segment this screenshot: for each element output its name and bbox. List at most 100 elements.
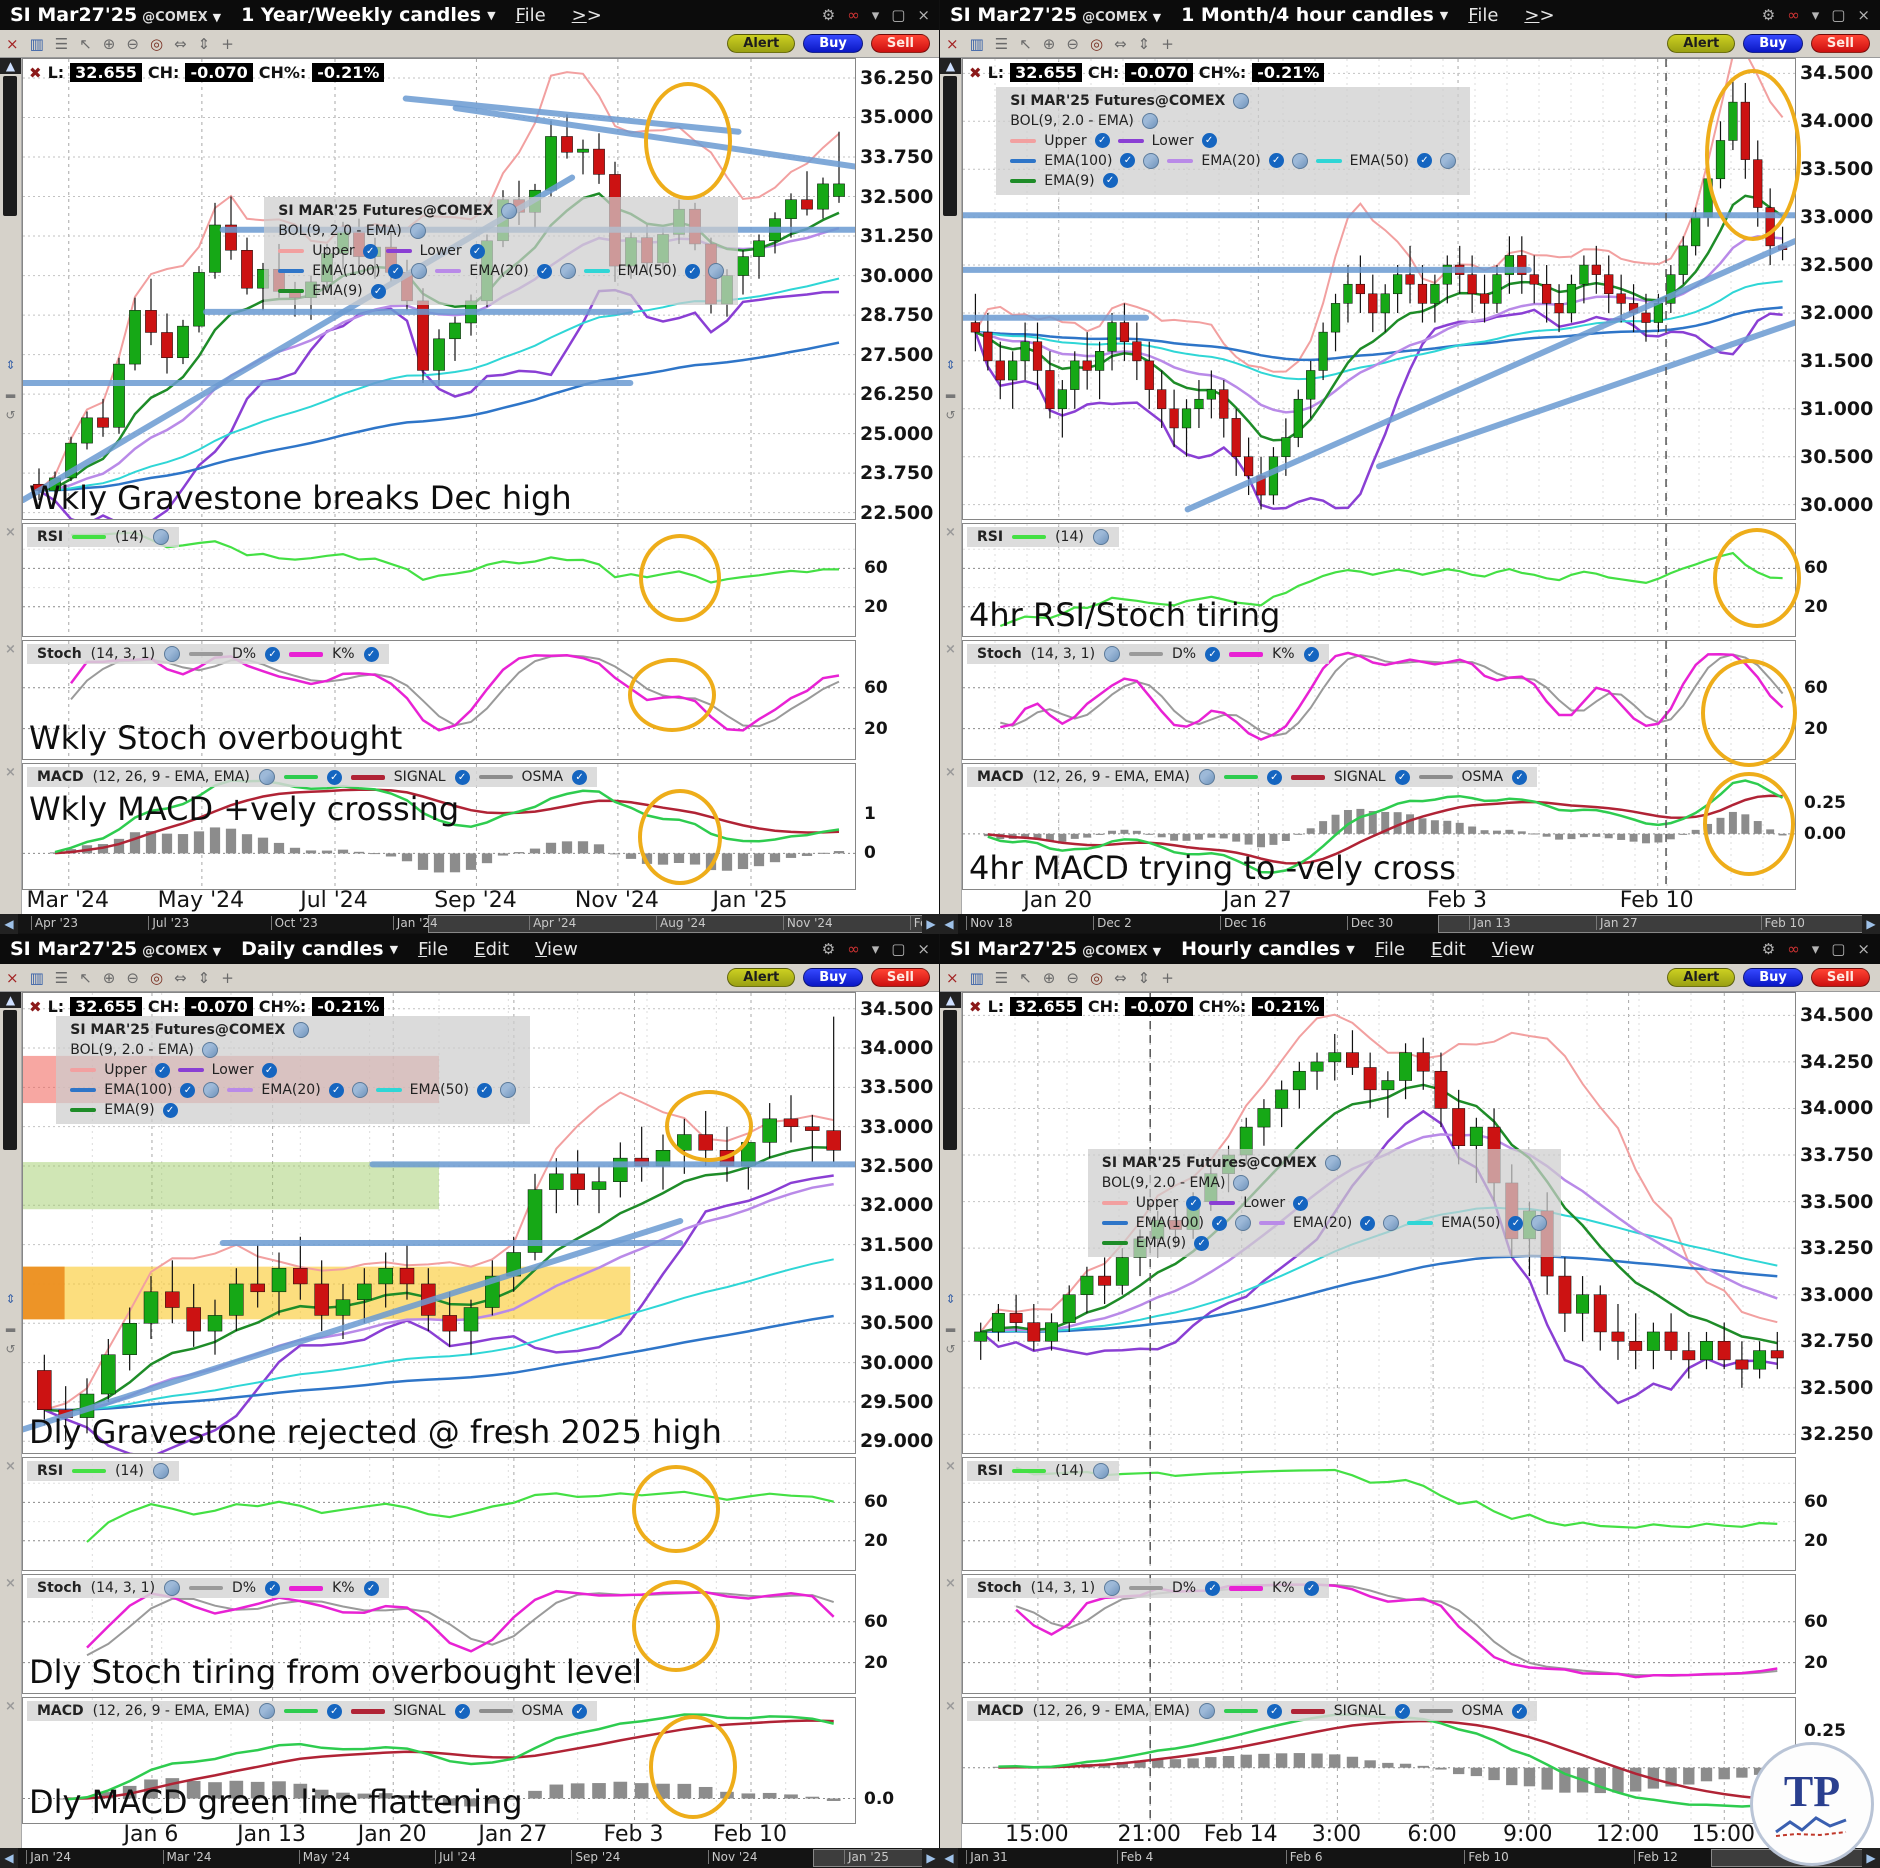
globe-icon[interactable] (1233, 92, 1250, 109)
macd-line-checkbox[interactable]: ✓ (1266, 769, 1282, 785)
ema20-checkbox[interactable]: ✓ (1360, 1215, 1376, 1231)
scroll-right-button[interactable]: ▶ (922, 914, 940, 934)
ema100-checkbox[interactable]: ✓ (1211, 1215, 1227, 1231)
close-window-icon[interactable]: × (1857, 6, 1870, 24)
time-scrollbar[interactable]: ◀ ▶ Jan 31 Feb 4 Feb 6 Feb 10 Feb 12 (940, 1848, 1880, 1868)
globe-icon[interactable] (1439, 152, 1456, 169)
ema50-checkbox[interactable]: ✓ (684, 263, 700, 279)
macd-signal-checkbox[interactable]: ✓ (1394, 1703, 1410, 1719)
crosshair-target-icon[interactable]: ◎ (149, 34, 164, 53)
close-rsi-icon[interactable]: × (945, 525, 956, 540)
macd-osma-checkbox[interactable]: ✓ (572, 769, 588, 785)
stoch-panel[interactable]: Stoch (14, 3, 1) D% ✓ K% ✓ (962, 640, 1798, 768)
close-chart-icon[interactable]: × (6, 968, 19, 987)
close-stoch-icon[interactable]: × (5, 1576, 16, 1591)
globe-icon[interactable] (1104, 1580, 1121, 1596)
menu-view[interactable]: View (1491, 938, 1535, 960)
bar-style-icon[interactable]: ☰ (54, 968, 69, 987)
zoom-in-icon[interactable]: ⊕ (1042, 34, 1056, 53)
ema9-checkbox[interactable]: ✓ (1102, 173, 1118, 189)
menu-[interactable]: >> (1524, 4, 1555, 26)
globe-icon[interactable] (1141, 112, 1158, 129)
pointer-tool-icon[interactable]: ↖ (1019, 34, 1032, 53)
crosshair-target-icon[interactable]: ◎ (149, 968, 164, 987)
lower-band-checkbox[interactable]: ✓ (469, 243, 485, 259)
globe-icon[interactable] (203, 1082, 220, 1098)
stoch-panel[interactable]: Stoch (14, 3, 1) D% ✓ K% ✓ (962, 1574, 1796, 1694)
pan-horizontal-icon[interactable]: ⇔ (174, 34, 187, 53)
pan-vertical-icon[interactable]: ⇕ (197, 968, 211, 987)
volume-meter-icon[interactable]: ▂ (5, 1318, 16, 1332)
pointer-tool-icon[interactable]: ↖ (79, 34, 92, 53)
ema9-checkbox[interactable]: ✓ (370, 283, 386, 299)
settings-gear-icon[interactable]: ⚙ (821, 940, 836, 958)
upper-band-checkbox[interactable]: ✓ (1094, 133, 1110, 149)
timeframe-dropdown[interactable]: Daily candles ▼ (241, 938, 398, 960)
alert-button[interactable]: Alert (727, 968, 796, 987)
close-quote-icon[interactable]: ✖ (969, 997, 982, 1016)
globe-icon[interactable] (201, 1042, 218, 1058)
macd-line-checkbox[interactable]: ✓ (1266, 1703, 1282, 1719)
scroll-up-button[interactable]: ▲ (940, 58, 961, 74)
ema20-checkbox[interactable]: ✓ (1268, 153, 1284, 169)
zoom-out-icon[interactable]: ⊖ (126, 968, 139, 987)
stoch-k-checkbox[interactable]: ✓ (1303, 1580, 1319, 1596)
upper-band-checkbox[interactable]: ✓ (1186, 1195, 1202, 1211)
stoch-d-checkbox[interactable]: ✓ (1205, 1580, 1221, 1596)
alert-button[interactable]: Alert (1667, 34, 1736, 53)
scroll-left-button[interactable]: ◀ (940, 1848, 958, 1868)
macd-panel[interactable]: MACD (12, 26, 9 - EMA, EMA) ✓ SIGNAL ✓ O… (22, 763, 856, 890)
close-quote-icon[interactable]: ✖ (969, 63, 982, 82)
timeframe-dropdown[interactable]: 1 Month/4 hour candles ▼ (1181, 4, 1448, 26)
zoom-in-icon[interactable]: ⊕ (102, 968, 116, 987)
rsi-panel[interactable]: RSI (14) 4hr RSI/Stoch tiring (962, 523, 1802, 637)
macd-osma-checkbox[interactable]: ✓ (572, 1703, 588, 1719)
macd-signal-checkbox[interactable]: ✓ (1394, 769, 1410, 785)
sell-button[interactable]: Sell (1810, 968, 1870, 987)
settings-gear-icon[interactable]: ⚙ (1761, 6, 1776, 24)
macd-panel[interactable]: MACD (12, 26, 9 - EMA, EMA) ✓ SIGNAL ✓ O… (962, 1697, 1796, 1824)
zoom-out-icon[interactable]: ⊖ (126, 34, 139, 53)
timeframe-dropdown[interactable]: 1 Year/Weekly candles ▼ (241, 4, 495, 26)
ema50-checkbox[interactable]: ✓ (476, 1082, 492, 1098)
grid-style-icon[interactable]: ▥ (29, 968, 44, 987)
macd-signal-checkbox[interactable]: ✓ (454, 769, 470, 785)
buy-button[interactable]: Buy (1743, 968, 1803, 987)
sell-button[interactable]: Sell (870, 968, 930, 987)
ema100-checkbox[interactable]: ✓ (1120, 153, 1136, 169)
lower-band-checkbox[interactable]: ✓ (261, 1062, 277, 1078)
ema20-checkbox[interactable]: ✓ (328, 1082, 344, 1098)
scroll-up-button[interactable]: ▲ (940, 992, 961, 1008)
menu-file[interactable]: File (1374, 938, 1405, 960)
macd-osma-checkbox[interactable]: ✓ (1512, 1703, 1528, 1719)
close-stoch-icon[interactable]: × (945, 1576, 956, 1591)
close-window-icon[interactable]: × (917, 940, 930, 958)
crosshair-target-icon[interactable]: ◎ (1089, 968, 1104, 987)
draw-tool-icon[interactable]: + (1161, 34, 1174, 53)
zoom-in-icon[interactable]: ⊕ (1042, 968, 1056, 987)
undo-icon[interactable]: ↺ (945, 1342, 956, 1356)
globe-icon[interactable] (499, 1082, 516, 1098)
ema20-checkbox[interactable]: ✓ (536, 263, 552, 279)
sell-button[interactable]: Sell (870, 34, 930, 53)
undo-icon[interactable]: ↺ (5, 408, 16, 422)
close-rsi-icon[interactable]: × (5, 1459, 16, 1474)
sell-button[interactable]: Sell (1810, 34, 1870, 53)
lower-band-checkbox[interactable]: ✓ (1201, 133, 1217, 149)
globe-icon[interactable] (559, 263, 576, 279)
bar-style-icon[interactable]: ☰ (54, 34, 69, 53)
timeframe-dropdown[interactable]: Hourly candles ▼ (1181, 938, 1355, 960)
maximize-icon[interactable]: ▢ (1831, 6, 1846, 24)
buy-button[interactable]: Buy (803, 34, 863, 53)
close-chart-icon[interactable]: × (946, 34, 959, 53)
macd-line-checkbox[interactable]: ✓ (326, 769, 342, 785)
macd-signal-checkbox[interactable]: ✓ (454, 1703, 470, 1719)
globe-icon[interactable] (1233, 1175, 1250, 1192)
menu-view[interactable]: View (535, 938, 578, 960)
zoom-in-icon[interactable]: ⊕ (102, 34, 116, 53)
fit-vertical-icon[interactable]: ⇕ (5, 358, 16, 372)
draw-tool-icon[interactable]: + (221, 968, 234, 987)
symbol-dropdown[interactable]: SI Mar27'25 @COMEX ▼ (10, 938, 221, 960)
vertical-scrollbar-thumb[interactable] (3, 76, 17, 216)
macd-osma-checkbox[interactable]: ✓ (1512, 769, 1528, 785)
